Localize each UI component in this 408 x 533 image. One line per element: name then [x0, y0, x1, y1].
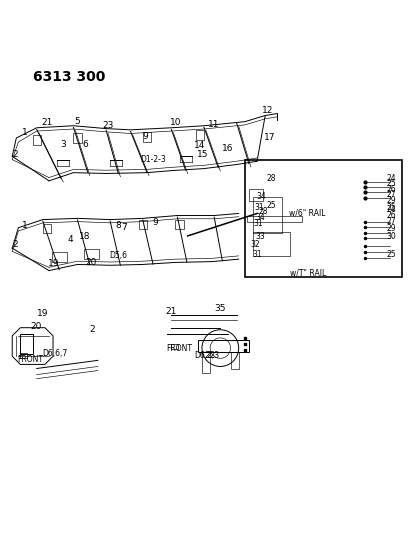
Text: 5: 5 [75, 117, 80, 126]
Text: 22: 22 [204, 351, 216, 360]
Text: 6313 300: 6313 300 [33, 70, 105, 84]
Bar [245, 160, 402, 277]
Text: 35: 35 [215, 304, 226, 313]
Text: 9: 9 [142, 132, 148, 141]
Text: D1-2-3: D1-2-3 [140, 155, 166, 164]
Text: 25: 25 [387, 203, 397, 212]
Text: 25: 25 [387, 250, 397, 259]
Text: 24: 24 [387, 174, 397, 183]
Text: 10: 10 [170, 118, 181, 127]
Text: 27: 27 [387, 217, 397, 225]
Bar [171, 344, 178, 349]
Text: 25: 25 [266, 201, 276, 210]
Text: 19: 19 [48, 259, 60, 268]
Text: 34: 34 [255, 213, 265, 222]
Text: 31: 31 [254, 203, 264, 212]
Text: 19: 19 [37, 309, 49, 318]
Text: 29: 29 [387, 196, 397, 205]
Text: 7: 7 [122, 223, 127, 232]
Text: 29: 29 [387, 224, 397, 233]
Text: 24: 24 [387, 205, 397, 214]
Text: 3: 3 [60, 140, 66, 149]
Text: 25: 25 [387, 179, 397, 188]
Bar [20, 353, 27, 358]
Text: 21: 21 [41, 118, 53, 127]
Text: 2: 2 [89, 325, 95, 334]
Text: w/T" RAIL: w/T" RAIL [290, 268, 326, 277]
Text: 1: 1 [22, 221, 28, 230]
Text: 15: 15 [197, 150, 208, 159]
Text: 11: 11 [208, 120, 220, 130]
Text: 21: 21 [166, 307, 177, 316]
Text: 31: 31 [252, 250, 262, 259]
Text: 20: 20 [85, 258, 96, 267]
Text: 4: 4 [67, 235, 73, 244]
Text: 14: 14 [194, 141, 206, 150]
Text: w/6" RAIL: w/6" RAIL [289, 208, 326, 217]
Text: 20: 20 [30, 322, 42, 332]
Text: 1: 1 [22, 128, 28, 137]
Text: 23: 23 [102, 121, 114, 130]
Text: 18: 18 [79, 232, 91, 241]
Text: 34: 34 [256, 192, 266, 201]
Text: 16: 16 [222, 144, 233, 152]
Text: 28: 28 [266, 174, 276, 183]
Text: FRONT: FRONT [18, 355, 44, 364]
Text: 9: 9 [152, 218, 158, 227]
Text: 26: 26 [387, 185, 397, 194]
Text: 2: 2 [13, 150, 18, 159]
Text: 26: 26 [387, 211, 397, 220]
Text: D5,6: D5,6 [109, 251, 127, 260]
Text: 6: 6 [82, 140, 88, 149]
Text: FRONT: FRONT [166, 344, 193, 353]
Text: 28: 28 [258, 207, 268, 216]
Text: 33: 33 [255, 232, 265, 241]
Text: D6,6,7: D6,6,7 [42, 349, 68, 358]
Text: D6,2,3: D6,2,3 [195, 351, 220, 360]
Text: 32: 32 [250, 240, 260, 249]
Text: 2: 2 [13, 239, 18, 248]
Text: 31: 31 [253, 219, 263, 228]
Text: 27: 27 [387, 190, 397, 199]
Text: 17: 17 [264, 133, 275, 142]
Text: 30: 30 [387, 232, 397, 241]
Text: 8: 8 [115, 221, 121, 230]
Text: 12: 12 [262, 106, 273, 115]
